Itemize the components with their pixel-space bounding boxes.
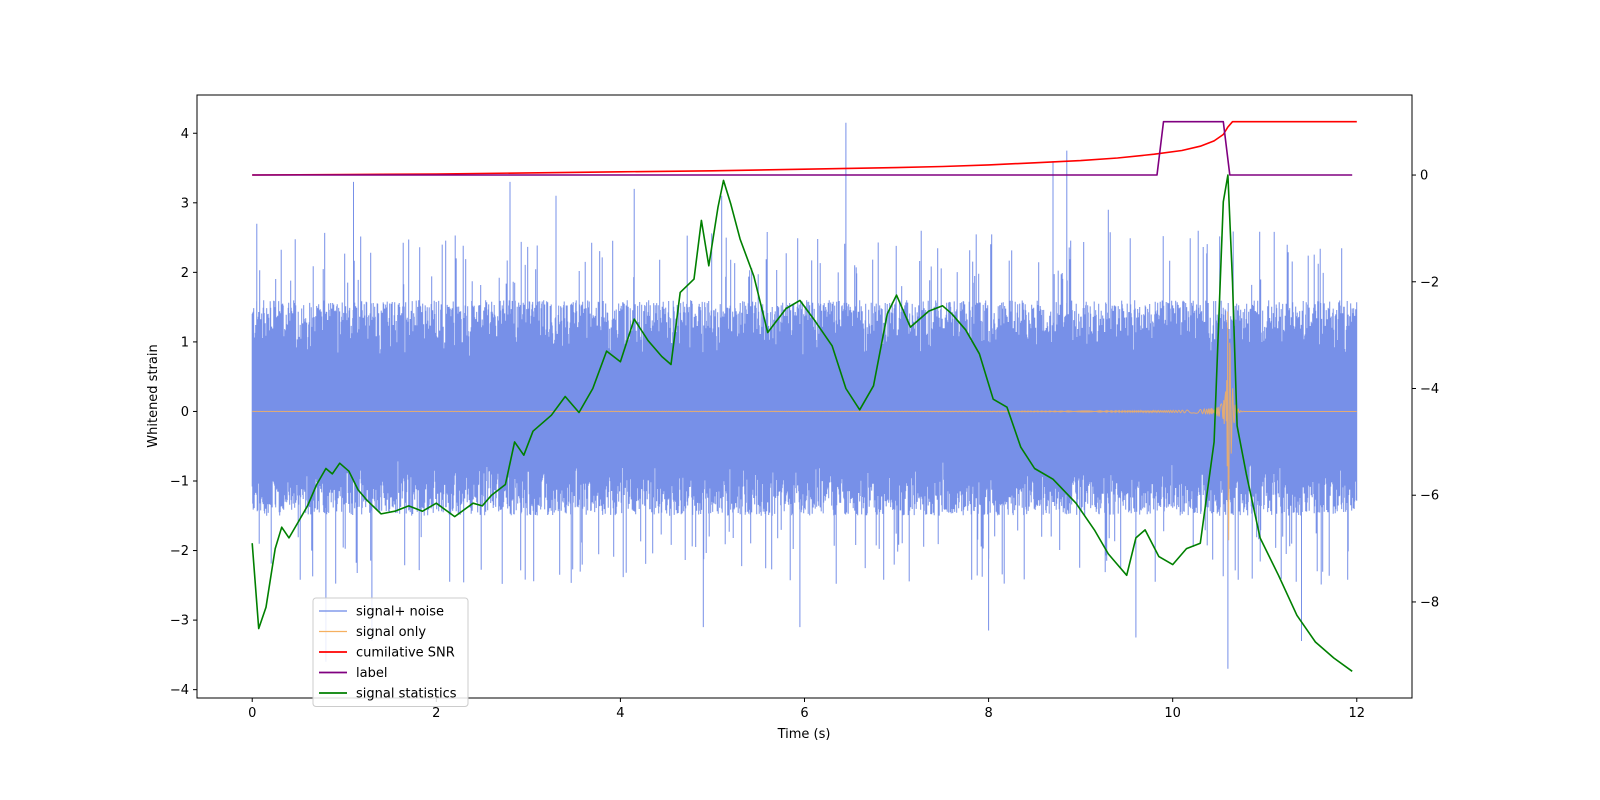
y-right-tick-label: −8 [1420, 595, 1439, 610]
x-tick-label: 4 [616, 706, 624, 721]
x-tick-label: 8 [984, 706, 992, 721]
legend: signal+ noise signal only cumilative SNR la… [312, 597, 469, 707]
series-signal-plus-noise [251, 122, 1358, 669]
series-signal-only [252, 311, 1357, 541]
x-axis-label: Time (s) [777, 727, 831, 742]
series-layer [251, 120, 1358, 672]
y-tick-label: −3 [170, 614, 189, 629]
x-tick-label: 6 [800, 706, 808, 721]
x-tick-label: 12 [1348, 706, 1365, 721]
series-cumilative-snr [252, 120, 1357, 176]
legend-box [312, 597, 469, 707]
series-label [252, 120, 1353, 176]
y-right-tick-label: −2 [1420, 275, 1439, 290]
legend-label: signal only [356, 625, 426, 640]
y-right-tick-label: −4 [1420, 382, 1439, 397]
y-right-tick-label: 0 [1420, 169, 1428, 184]
legend-label: signal statistics [356, 687, 457, 702]
y-tick-label: −4 [170, 683, 189, 698]
y-tick-label: 4 [181, 127, 189, 142]
x-tick-label: 2 [432, 706, 440, 721]
y-tick-label: 3 [181, 196, 189, 211]
y-right-tick-label: −6 [1420, 489, 1439, 504]
x-tick-label: 10 [1164, 706, 1181, 721]
y-axis-label: Whitened strain [146, 344, 161, 447]
y-tick-label: 1 [181, 335, 189, 350]
y-tick-label: −2 [170, 544, 189, 559]
y-tick-label: 2 [181, 266, 189, 281]
legend-label: cumilative SNR [356, 646, 455, 661]
legend-label: signal+ noise [356, 605, 444, 620]
y-tick-label: −1 [170, 475, 189, 490]
x-tick-label: 0 [248, 706, 256, 721]
y-tick-label: 0 [181, 405, 189, 420]
series-signal-statistics [251, 174, 1353, 672]
legend-label: label [356, 666, 387, 681]
